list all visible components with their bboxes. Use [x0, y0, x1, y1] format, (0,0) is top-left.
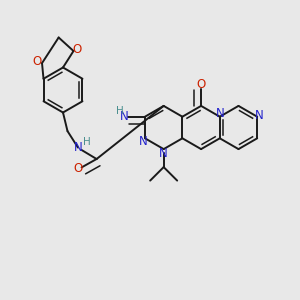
Text: O: O [73, 43, 82, 56]
Text: N: N [255, 109, 264, 122]
Text: N: N [139, 135, 148, 148]
Text: O: O [33, 55, 42, 68]
Text: N: N [215, 106, 224, 120]
Text: H: H [82, 137, 90, 147]
Text: O: O [196, 78, 206, 92]
Text: H: H [116, 106, 124, 116]
Text: N: N [120, 110, 129, 123]
Text: N: N [159, 147, 168, 160]
Text: N: N [74, 141, 82, 154]
Text: O: O [74, 162, 82, 176]
